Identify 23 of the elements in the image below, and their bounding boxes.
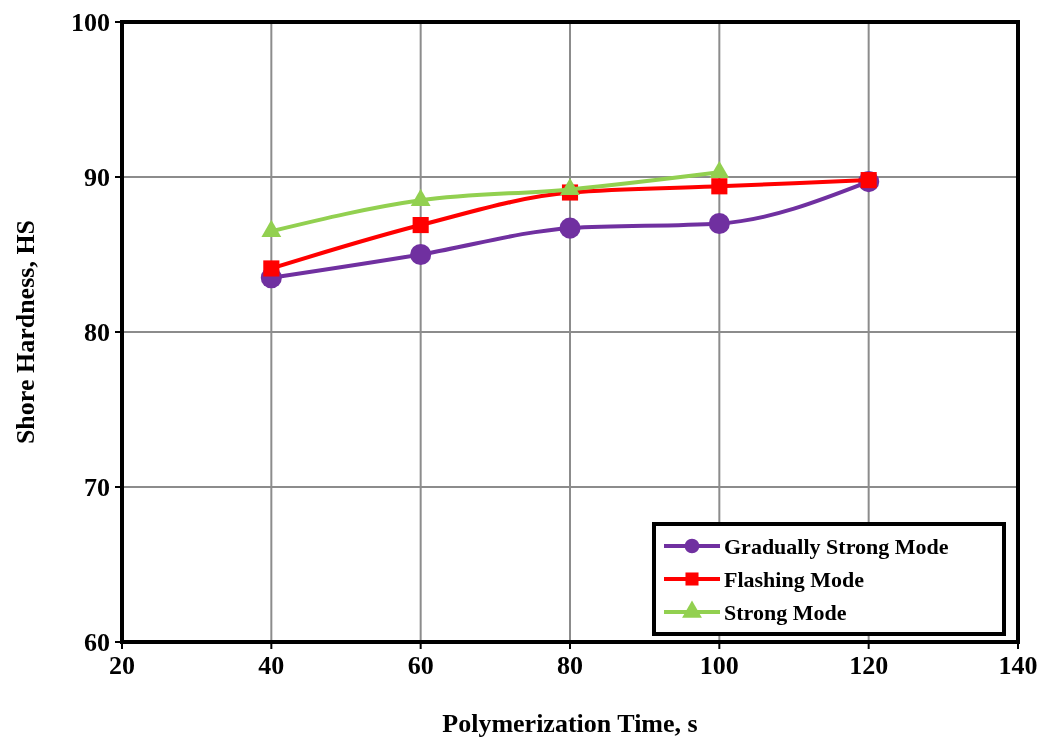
- y-tick-label: 80: [84, 318, 110, 347]
- x-axis-title: Polymerization Time, s: [442, 709, 698, 738]
- x-tick-label: 120: [849, 651, 889, 680]
- x-tick-label: 40: [258, 651, 285, 680]
- legend-label: Strong Mode: [724, 600, 847, 625]
- y-tick-label: 60: [84, 628, 110, 657]
- legend-label: Gradually Strong Mode: [724, 534, 949, 559]
- y-tick-label: 90: [84, 163, 110, 192]
- y-tick-label: 70: [84, 473, 110, 502]
- x-tick-label: 140: [998, 651, 1038, 680]
- point: [263, 260, 280, 277]
- x-tick-label: 20: [109, 651, 135, 680]
- x-tick-label: 60: [407, 651, 434, 680]
- point: [708, 212, 730, 235]
- y-axis-title: Shore Hardness, HS: [11, 219, 40, 445]
- x-tick-label: 80: [557, 651, 583, 680]
- x-tick-label: 100: [699, 651, 739, 680]
- y-tick-label: 100: [71, 8, 110, 37]
- point: [559, 217, 581, 239]
- legend-label: Flashing Mode: [724, 567, 865, 592]
- point: [711, 178, 728, 195]
- point: [412, 216, 429, 234]
- point: [410, 243, 432, 266]
